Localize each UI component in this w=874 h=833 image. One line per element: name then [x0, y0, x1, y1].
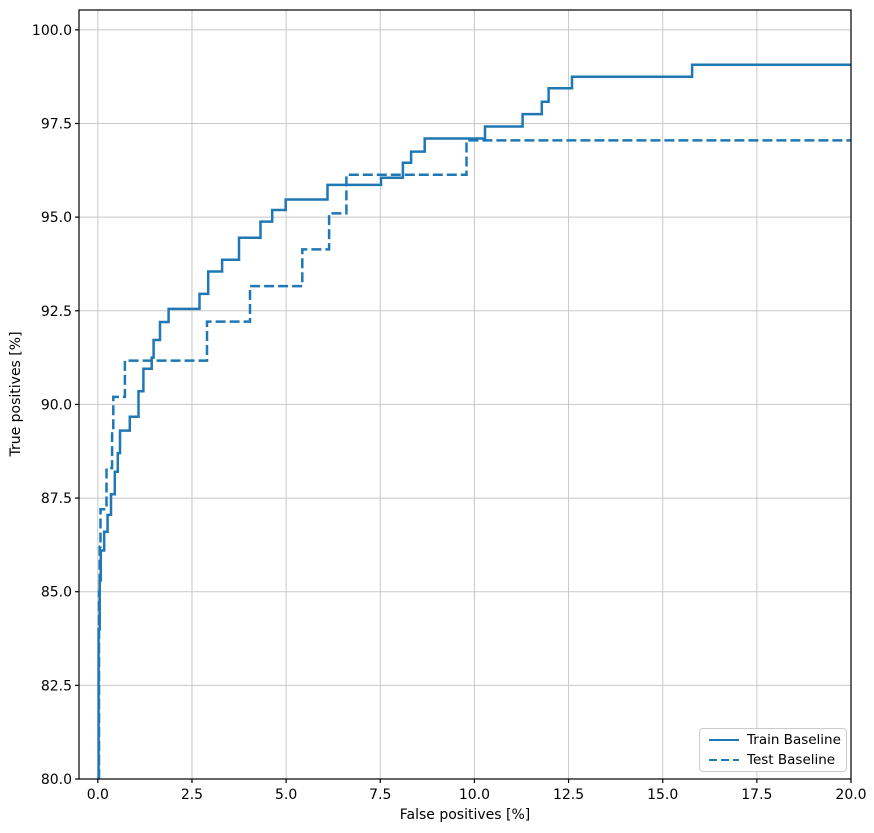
axes-frame: [78, 9, 852, 780]
test-line-sample: [709, 758, 739, 762]
x-tick-label: 10.0: [459, 787, 490, 803]
test-baseline-curve: [97, 139, 851, 779]
legend-item-test: Test Baseline: [709, 751, 846, 768]
y-tick-label: 87.5: [41, 491, 72, 507]
y-tick-label: 80.0: [41, 772, 72, 788]
y-tick-label: 97.5: [41, 116, 72, 132]
y-tick-label: 100.0: [32, 23, 72, 39]
x-tick-label: 2.5: [181, 787, 203, 803]
x-tick-label: 20.0: [835, 787, 866, 803]
train-baseline-curve: [97, 63, 851, 779]
x-tick-label: 17.5: [741, 787, 772, 803]
y-tick-label: 95.0: [41, 210, 72, 226]
y-axis-title: True positives [%]: [8, 331, 24, 457]
x-axis-title: False positives [%]: [399, 807, 531, 823]
x-tick-label: 5.0: [275, 787, 297, 803]
legend-label-train: Train Baseline: [747, 731, 841, 748]
legend-item-train: Train Baseline: [709, 731, 846, 748]
legend: Train Baseline Test Baseline: [699, 728, 847, 772]
train-line-sample: [709, 738, 739, 742]
x-tick-label: 7.5: [369, 787, 391, 803]
y-tick-label: 92.5: [41, 304, 72, 320]
x-tick-label: 0.0: [87, 787, 109, 803]
legend-label-test: Test Baseline: [747, 751, 836, 768]
y-tick-label: 90.0: [41, 397, 72, 413]
y-tick-label: 82.5: [41, 678, 72, 694]
x-tick-label: 12.5: [553, 787, 584, 803]
x-tick-label: 15.0: [647, 787, 678, 803]
y-tick-label: 85.0: [41, 585, 72, 601]
